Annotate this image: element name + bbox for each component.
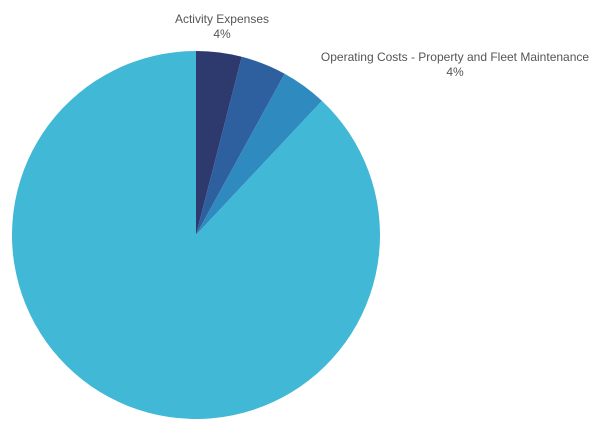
slice-label-name: Activity Expenses: [175, 12, 269, 26]
slice-label-operating-costs: Operating Costs - Property and Fleet Mai…: [321, 50, 589, 79]
pie-slice-3: [196, 73, 322, 235]
pie-slice-2: [196, 56, 285, 235]
slice-label-name: Operating Costs - Property and Fleet Mai…: [321, 50, 589, 64]
slice-label-percent: 4%: [213, 27, 231, 41]
pie-slices: [12, 51, 381, 419]
slice-label-activity-expenses: Activity Expenses 4%: [175, 12, 269, 41]
pie-slice-1: [196, 51, 242, 235]
pie-slice-4: [12, 51, 381, 419]
slice-label-percent: 4%: [446, 65, 464, 79]
